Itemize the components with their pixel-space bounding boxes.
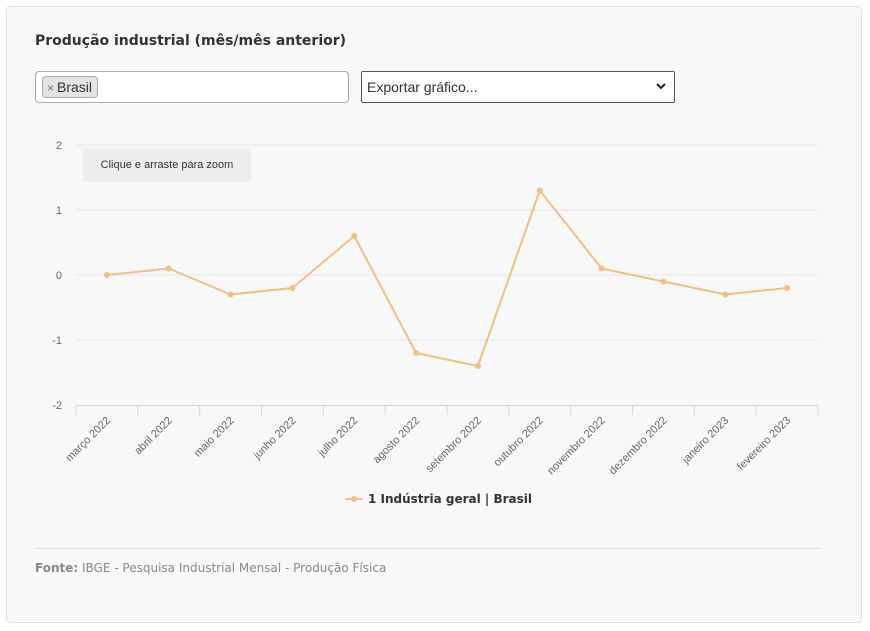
- y-tick-label: -2: [52, 400, 62, 412]
- y-tick-label: -1: [52, 335, 62, 347]
- region-filter-input[interactable]: × Brasil: [35, 71, 349, 103]
- y-tick-label: 0: [56, 270, 62, 282]
- x-tick-label: setembro 2022: [424, 415, 484, 475]
- data-point: [536, 187, 543, 194]
- legend-label: 1 Indústria geral | Brasil: [368, 492, 532, 506]
- x-tick-label: novembro 2022: [545, 415, 608, 478]
- zoom-hint: Clique e arraste para zoom: [83, 148, 251, 182]
- remove-tag-icon[interactable]: ×: [47, 81, 55, 95]
- x-tick-label: maio 2022: [192, 415, 237, 460]
- selected-tag-label: Brasil: [57, 79, 93, 95]
- x-tick-label: fevereiro 2023: [735, 415, 793, 473]
- export-select-label: Exportar gráfico...: [367, 79, 478, 95]
- data-point: [474, 363, 481, 369]
- y-tick-label: 1: [56, 205, 62, 217]
- y-tick-label: 2: [56, 140, 62, 152]
- divider: [35, 548, 821, 549]
- x-tick-label: abril 2022: [132, 415, 175, 458]
- x-tick-label: junho 2022: [251, 415, 299, 463]
- selected-tag: × Brasil: [42, 76, 99, 98]
- data-point: [413, 350, 420, 356]
- chart-title: Produção industrial (mês/mês anterior): [35, 33, 347, 49]
- x-tick-label: julho 2022: [315, 415, 360, 460]
- data-point: [289, 285, 296, 291]
- source-label: Fonte:: [35, 561, 79, 575]
- data-point: [784, 285, 791, 291]
- data-point: [165, 265, 172, 272]
- x-tick-label: março 2022: [63, 415, 113, 465]
- data-point: [722, 291, 729, 298]
- data-point: [598, 265, 605, 272]
- data-point: [351, 233, 358, 239]
- chart-card: [6, 6, 862, 623]
- legend-item[interactable]: 1 Indústria geral | Brasil: [345, 489, 532, 509]
- data-point: [227, 291, 234, 298]
- export-chart-select[interactable]: Exportar gráfico...: [361, 71, 675, 103]
- chevron-down-icon: [656, 83, 666, 90]
- legend-line-symbol: [345, 496, 363, 502]
- data-point: [660, 278, 667, 285]
- x-tick-label: agosto 2022: [371, 415, 422, 466]
- source-note: Fonte: IBGE - Pesquisa Industrial Mensal…: [35, 561, 386, 575]
- x-tick-label: janeiro 2023: [679, 415, 731, 467]
- data-point: [103, 272, 110, 278]
- source-text: IBGE - Pesquisa Industrial Mensal - Prod…: [82, 561, 387, 575]
- series-line: [106, 189, 788, 367]
- x-tick-label: dezembro 2022: [607, 415, 670, 478]
- x-tick-label: outubro 2022: [492, 415, 546, 469]
